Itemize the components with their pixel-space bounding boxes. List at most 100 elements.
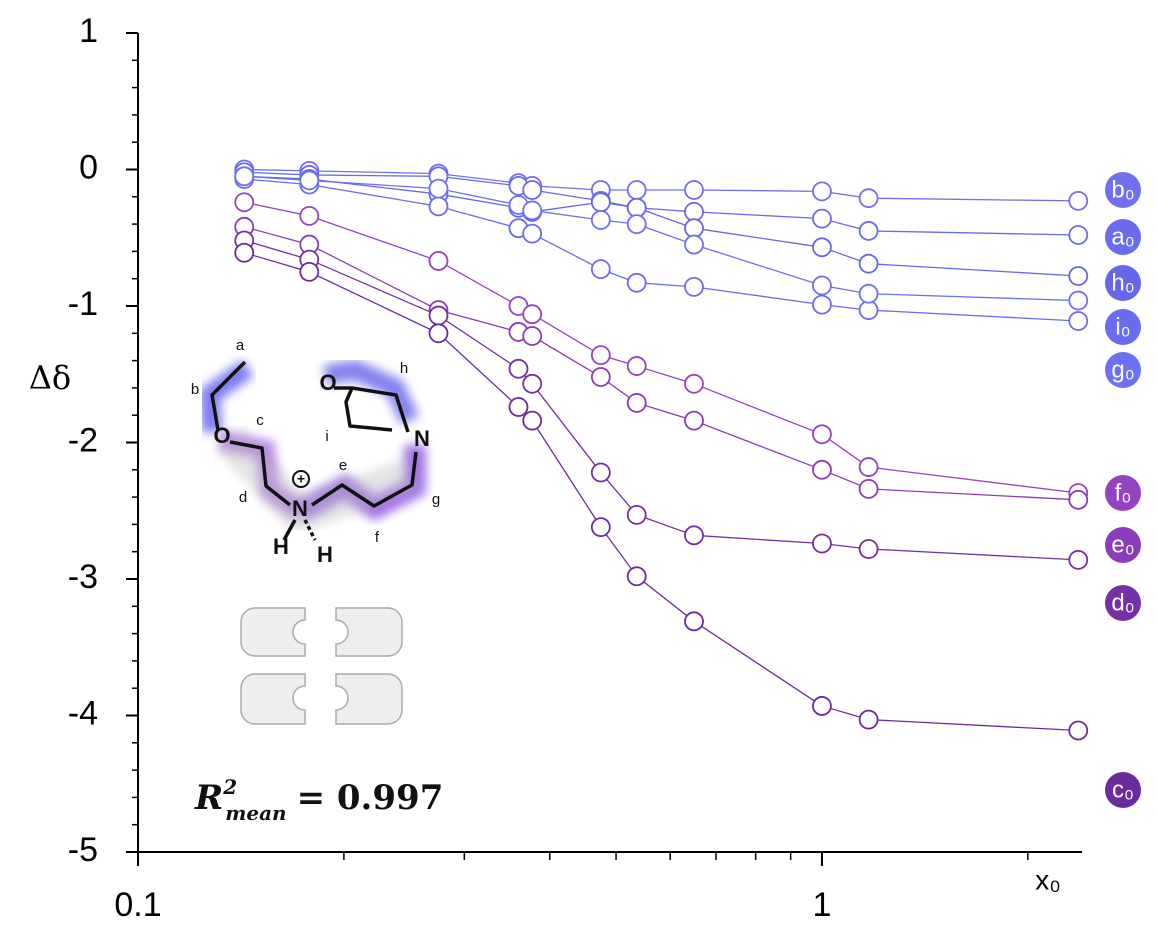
- data-point: [523, 327, 541, 345]
- data-point: [523, 225, 541, 243]
- molecule-label: h: [400, 360, 408, 377]
- data-point: [300, 171, 318, 189]
- molecule-label: f: [375, 529, 380, 546]
- legend-label: e₀: [1111, 531, 1134, 558]
- data-point: [429, 180, 447, 198]
- data-point: [685, 181, 703, 199]
- data-point: [1069, 312, 1087, 330]
- legend-label: g₀: [1111, 356, 1134, 383]
- data-point: [592, 211, 610, 229]
- series: [235, 193, 1087, 502]
- data-point: [860, 458, 878, 476]
- data-point: [813, 697, 831, 715]
- data-point: [592, 464, 610, 482]
- legend-label: i₀: [1115, 313, 1130, 340]
- host-icon: [241, 608, 402, 724]
- data-point: [523, 201, 541, 219]
- data-point: [813, 210, 831, 228]
- series: [235, 167, 1087, 309]
- legend-label: a₀: [1111, 223, 1134, 250]
- series-line: [244, 170, 1078, 201]
- data-point: [813, 461, 831, 479]
- molecule-label: e: [339, 457, 347, 474]
- data-point: [1069, 226, 1087, 244]
- legend-label: c₀: [1112, 776, 1134, 803]
- data-point: [628, 274, 646, 292]
- data-point: [1069, 551, 1087, 569]
- data-point: [860, 540, 878, 558]
- annotation-sub: mean: [225, 801, 286, 825]
- data-point: [592, 368, 610, 386]
- legend-label: f₀: [1115, 479, 1132, 506]
- molecule: a b c d e f g h i O O N N H H +: [191, 337, 440, 567]
- data-point: [685, 203, 703, 221]
- legend-label: d₀: [1111, 589, 1134, 616]
- series: [235, 163, 1087, 244]
- data-point: [813, 182, 831, 200]
- molecule-label: i: [325, 428, 328, 445]
- data-point: [509, 398, 527, 416]
- data-point: [860, 301, 878, 319]
- atom-label: O: [213, 423, 230, 448]
- molecule-label: a: [236, 337, 245, 354]
- data-point: [685, 278, 703, 296]
- data-point: [592, 346, 610, 364]
- series-line: [244, 227, 1078, 500]
- series: [235, 170, 1087, 330]
- data-point: [429, 252, 447, 270]
- series-line: [244, 176, 1078, 276]
- data-point: [300, 263, 318, 281]
- data-point: [685, 236, 703, 254]
- chart: a b c d e f g h i O O N N H H + R2mean= …: [0, 0, 1157, 932]
- series: [235, 231, 1087, 568]
- data-point: [860, 255, 878, 273]
- y-tick-label: -5: [68, 831, 98, 869]
- data-point: [523, 305, 541, 323]
- data-point: [235, 193, 253, 211]
- data-point: [685, 375, 703, 393]
- y-axis-label: Δδ: [29, 359, 71, 397]
- data-point: [1069, 292, 1087, 310]
- data-point: [860, 285, 878, 303]
- annotation-sup: 2: [222, 775, 237, 799]
- data-point: [685, 612, 703, 630]
- data-point: [813, 535, 831, 553]
- atom-label: O: [319, 370, 336, 395]
- data-point: [860, 189, 878, 207]
- data-point: [429, 324, 447, 342]
- data-point: [860, 711, 878, 729]
- atom-label: H: [317, 542, 333, 567]
- data-point: [1069, 491, 1087, 509]
- data-point: [813, 296, 831, 314]
- y-tick-label: -4: [68, 694, 98, 732]
- data-point: [628, 357, 646, 375]
- data-point: [509, 360, 527, 378]
- annotation-symbol: R: [194, 778, 223, 818]
- x-tick-label: 1: [812, 886, 831, 924]
- data-point: [813, 277, 831, 295]
- data-point: [429, 307, 447, 325]
- molecule-label: g: [432, 491, 440, 508]
- y-tick-label: 1: [79, 12, 98, 50]
- series-line: [244, 202, 1078, 493]
- atom-label: H: [273, 534, 289, 559]
- data-point: [429, 197, 447, 215]
- data-point: [592, 193, 610, 211]
- atom-label: N: [414, 426, 430, 451]
- x-tick-label: 0.1: [114, 886, 161, 924]
- data-point: [1069, 722, 1087, 740]
- y-tick-label: -1: [68, 285, 98, 323]
- data-point: [1069, 192, 1087, 210]
- y-tick-label: 0: [79, 148, 98, 186]
- data-point: [685, 526, 703, 544]
- data-point: [813, 425, 831, 443]
- molecule-label: d: [239, 489, 247, 506]
- data-point: [628, 215, 646, 233]
- molecule-label: c: [256, 412, 264, 429]
- legend-label: h₀: [1111, 269, 1134, 296]
- legend-label: b₀: [1111, 176, 1134, 203]
- data-point: [628, 567, 646, 585]
- data-point: [1069, 267, 1087, 285]
- data-point: [628, 394, 646, 412]
